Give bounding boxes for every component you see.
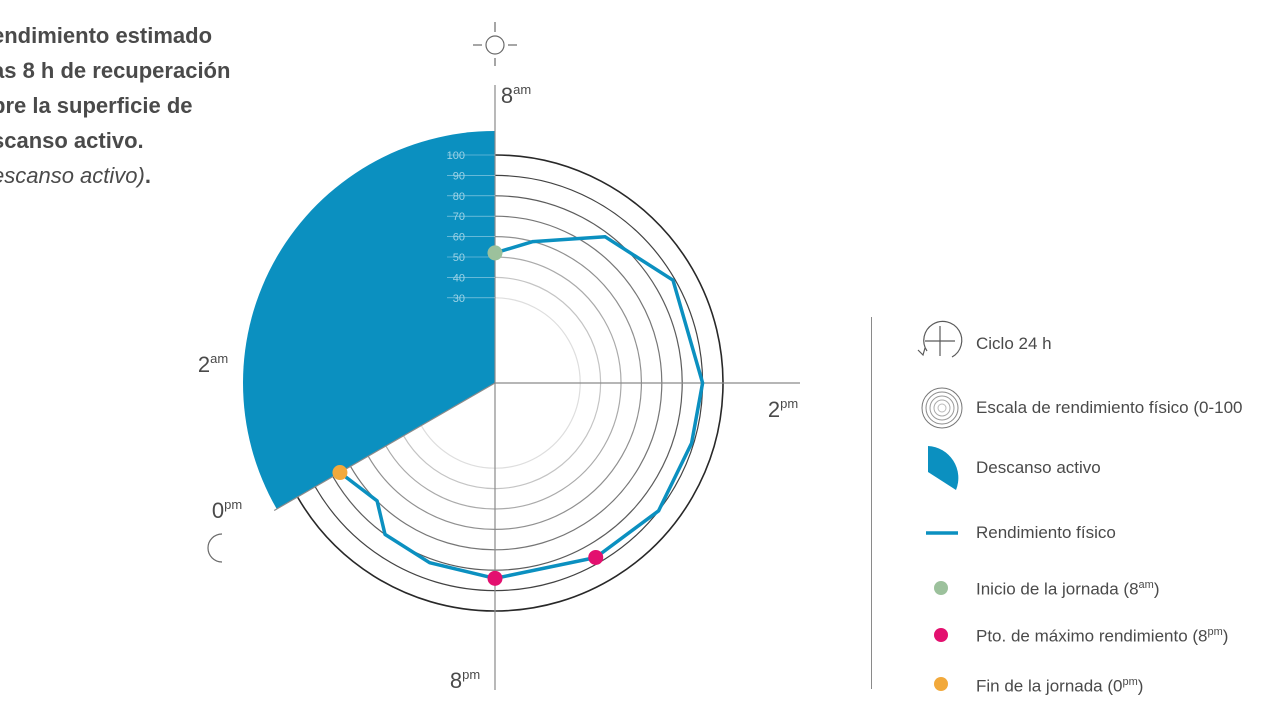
legend-divider bbox=[871, 317, 872, 689]
peak-marker bbox=[487, 570, 503, 586]
tick-label: 50 bbox=[453, 252, 465, 264]
start-dot-icon bbox=[934, 581, 948, 595]
tick-label: 40 bbox=[453, 272, 465, 284]
tick-label: 90 bbox=[453, 170, 465, 182]
line-icon bbox=[926, 531, 958, 535]
scale-ring bbox=[367, 236, 642, 530]
tick-label: 100 bbox=[447, 150, 465, 162]
start-marker bbox=[487, 245, 503, 261]
peak-marker bbox=[588, 549, 604, 565]
hour-label: 2am bbox=[198, 351, 228, 377]
chart-title: endimiento estimado as 8 h de recuperaci… bbox=[0, 18, 292, 193]
performance-line bbox=[338, 235, 705, 581]
legend-label-cycle: Ciclo 24 h bbox=[976, 334, 1052, 353]
end-marker bbox=[332, 465, 348, 481]
title-line-2: as 8 h de recuperación bbox=[0, 58, 231, 83]
tick-label: 70 bbox=[453, 211, 465, 223]
rest-sector-icon bbox=[928, 446, 959, 490]
legend-label-performance: Rendimiento físico bbox=[976, 523, 1116, 542]
legend-label-rest: Descanso activo bbox=[976, 458, 1101, 477]
legend-label-start: Inicio de la jornada (8am) bbox=[976, 579, 1160, 599]
scale-ring bbox=[350, 215, 663, 551]
scale-ring bbox=[420, 297, 581, 469]
title-line-3: bre la superficie de bbox=[0, 93, 193, 118]
moon-icon bbox=[207, 533, 223, 563]
title-line-4: scanso activo. bbox=[0, 128, 144, 153]
cycle-icon bbox=[917, 320, 963, 358]
title-subtitle: escanso activo). bbox=[0, 163, 151, 188]
legend-label-end: Fin de la jornada (0pm) bbox=[976, 676, 1144, 696]
tick-label: 60 bbox=[453, 232, 465, 244]
end-of-day-axis bbox=[273, 382, 496, 512]
scale-rings-icon bbox=[921, 387, 963, 429]
hour-label: 0pm bbox=[212, 497, 242, 523]
scale-ring bbox=[403, 276, 602, 490]
title-line-1: endimiento estimado bbox=[0, 23, 213, 48]
end-dot-icon bbox=[934, 677, 948, 691]
scale-ring bbox=[332, 195, 683, 571]
hour-label: 8pm bbox=[450, 667, 480, 693]
peak-dot-icon bbox=[934, 628, 948, 642]
sun-icon bbox=[485, 35, 505, 55]
scale-ring bbox=[296, 154, 724, 612]
rest-sector bbox=[243, 131, 495, 509]
scale-ring bbox=[385, 256, 622, 510]
hour-label: 8am bbox=[501, 82, 531, 108]
hour-label: 2pm bbox=[768, 396, 798, 422]
scale-ring bbox=[314, 174, 704, 592]
legend-label-scale: Escala de rendimiento físico (0-100 bbox=[976, 398, 1243, 417]
legend-label-peak: Pto. de máximo rendimiento (8pm) bbox=[976, 626, 1229, 646]
tick-label: 80 bbox=[453, 191, 465, 203]
tick-label: 30 bbox=[453, 293, 465, 305]
